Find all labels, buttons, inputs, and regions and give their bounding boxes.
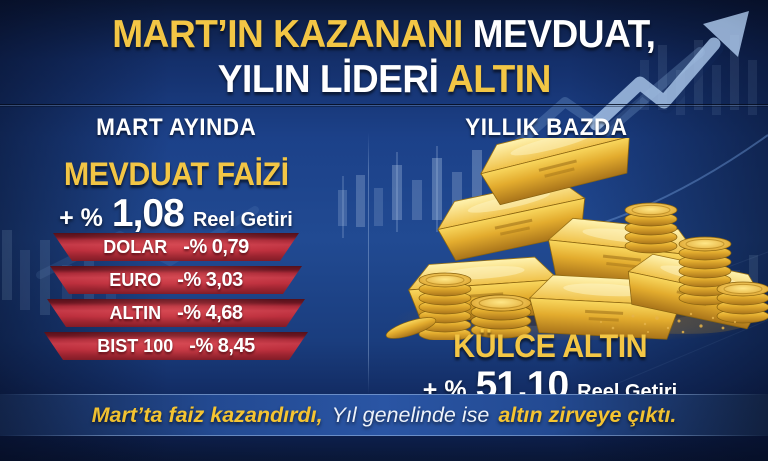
left-value-suffix: Reel Getiri xyxy=(192,209,293,231)
footer-part2: Yıl genelinde ise xyxy=(331,402,490,427)
title-line-2: YILIN LİDERİ ALTIN xyxy=(217,57,551,102)
table-row-dolar: DOLAR -% 0,79 xyxy=(53,233,299,261)
footer-banner: Mart’ta faiz kazandırdı, Yıl genelinde i… xyxy=(0,394,768,436)
left-column-header: MART AYINDA xyxy=(95,114,257,141)
row-value: -% 0,79 xyxy=(183,235,249,258)
column-divider xyxy=(368,132,369,394)
row-value: -% 8,45 xyxy=(189,334,255,357)
footer-part1: Mart’ta faiz kazandırdı, xyxy=(91,402,323,427)
left-instrument-name: MEVDUAT FAİZİ xyxy=(63,156,289,192)
title-line1-rest: MEVDUAT, xyxy=(472,13,656,56)
left-value: 1,08 xyxy=(111,192,185,235)
gold-bars-image xyxy=(383,138,768,340)
title-line1-highlight: MART’IN KAZANANI xyxy=(112,13,463,56)
row-label: ALTIN xyxy=(109,302,162,323)
table-row-bist100: BIST 100 -% 8,45 xyxy=(44,332,308,360)
title-line2-highlight: ALTIN xyxy=(446,58,551,101)
table-row-euro: EURO -% 3,03 xyxy=(50,266,302,294)
row-label: DOLAR xyxy=(103,236,168,257)
row-value: -% 3,03 xyxy=(177,268,243,291)
row-label: BIST 100 xyxy=(97,335,174,356)
title-line2-rest: YILIN LİDERİ xyxy=(217,58,439,101)
row-value: -% 4,68 xyxy=(177,301,243,324)
left-value-prefix: + % xyxy=(59,204,103,232)
row-label: EURO xyxy=(109,269,162,290)
title-divider xyxy=(0,104,768,107)
table-row-altin: ALTIN -% 4,68 xyxy=(47,299,305,327)
comparison-rows: DOLAR -% 0,79 EURO -% 3,03 ALTIN -% 4,68… xyxy=(26,233,326,365)
left-value-line: + % 1,08 Reel Getiri xyxy=(0,192,352,236)
page-title: MART’IN KAZANANI MEVDUAT, YILIN LİDERİ A… xyxy=(0,12,768,102)
footer-part3: altın zirveye çıktı. xyxy=(498,402,677,427)
right-instrument-name: KÜLCE ALTIN xyxy=(452,328,648,364)
title-line-1: MART’IN KAZANANI MEVDUAT, xyxy=(112,12,656,57)
